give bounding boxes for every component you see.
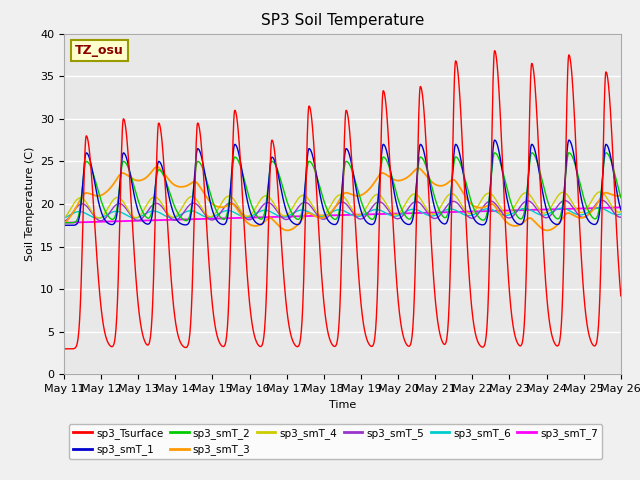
Text: TZ_osu: TZ_osu — [75, 44, 124, 57]
sp3_smT_2 — [308, 161, 316, 167]
sp3_smT_7 — [60, 220, 68, 226]
sp3_smT_6 — [297, 207, 305, 213]
sp3_Tsurface — [60, 312, 68, 318]
sp3_smT_2 — [296, 215, 304, 220]
sp3_smT_5 — [103, 213, 111, 219]
sp3_smT_3 — [297, 218, 305, 224]
sp3_smT_7 — [126, 218, 134, 224]
sp3_smT_1 — [565, 137, 573, 143]
sp3_smT_6 — [318, 214, 326, 219]
sp3_smT_4 — [596, 189, 604, 195]
sp3_smT_7 — [617, 204, 625, 210]
sp3_Tsurface — [491, 48, 499, 54]
sp3_smT_1 — [103, 220, 111, 226]
sp3_Tsurface — [126, 182, 134, 188]
sp3_smT_3 — [543, 228, 551, 233]
sp3_smT_6 — [378, 208, 385, 214]
sp3_smT_5 — [308, 204, 316, 210]
sp3_smT_4 — [297, 193, 305, 199]
Line: sp3_smT_5: sp3_smT_5 — [64, 200, 621, 221]
sp3_smT_6 — [617, 211, 625, 217]
sp3_smT_1 — [308, 150, 316, 156]
sp3_smT_4 — [60, 215, 68, 221]
sp3_smT_4 — [378, 193, 385, 199]
sp3_smT_2 — [617, 195, 625, 201]
sp3_smT_6 — [308, 211, 316, 217]
Line: sp3_smT_7: sp3_smT_7 — [64, 207, 621, 223]
sp3_smT_2 — [126, 169, 134, 175]
sp3_smT_3 — [617, 192, 625, 198]
sp3_smT_1 — [296, 220, 304, 226]
sp3_smT_7 — [318, 213, 326, 218]
sp3_smT_1 — [377, 160, 385, 166]
sp3_smT_3 — [154, 164, 161, 170]
Line: sp3_smT_1: sp3_smT_1 — [64, 140, 621, 225]
sp3_smT_2 — [103, 212, 111, 217]
Line: sp3_smT_2: sp3_smT_2 — [64, 153, 621, 223]
sp3_smT_3 — [318, 215, 326, 221]
sp3_Tsurface — [378, 131, 385, 136]
sp3_smT_7 — [377, 211, 385, 217]
sp3_smT_5 — [377, 199, 385, 205]
Title: SP3 Soil Temperature: SP3 Soil Temperature — [260, 13, 424, 28]
sp3_Tsurface — [308, 120, 316, 126]
sp3_smT_2 — [60, 220, 68, 226]
sp3_Tsurface — [61, 346, 68, 352]
Line: sp3_smT_6: sp3_smT_6 — [64, 208, 621, 218]
sp3_smT_7 — [103, 219, 111, 225]
sp3_smT_3 — [126, 174, 134, 180]
sp3_smT_5 — [598, 197, 605, 203]
Line: sp3_smT_3: sp3_smT_3 — [64, 167, 621, 230]
sp3_Tsurface — [318, 280, 326, 286]
sp3_smT_6 — [60, 215, 68, 221]
sp3_Tsurface — [104, 338, 111, 344]
sp3_smT_7 — [308, 213, 316, 219]
sp3_smT_4 — [104, 206, 111, 212]
sp3_smT_3 — [308, 212, 316, 217]
Legend: sp3_Tsurface, sp3_smT_1, sp3_smT_2, sp3_smT_3, sp3_smT_4, sp3_smT_5, sp3_smT_6, : sp3_Tsurface, sp3_smT_1, sp3_smT_2, sp3_… — [69, 424, 602, 459]
sp3_smT_2 — [602, 150, 610, 156]
Y-axis label: Soil Temperature (C): Soil Temperature (C) — [24, 147, 35, 261]
sp3_smT_6 — [104, 212, 111, 217]
sp3_smT_4 — [617, 208, 625, 214]
Line: sp3_Tsurface: sp3_Tsurface — [64, 51, 621, 349]
sp3_smT_5 — [318, 216, 326, 222]
sp3_smT_4 — [95, 215, 103, 221]
sp3_smT_1 — [60, 222, 68, 228]
sp3_smT_6 — [94, 216, 102, 221]
sp3_smT_3 — [378, 170, 385, 176]
sp3_smT_5 — [126, 211, 134, 216]
sp3_smT_7 — [296, 213, 304, 219]
sp3_smT_5 — [60, 218, 68, 224]
sp3_smT_4 — [126, 210, 134, 216]
sp3_smT_5 — [296, 202, 304, 208]
sp3_smT_3 — [103, 189, 111, 194]
sp3_smT_6 — [126, 214, 134, 220]
sp3_smT_1 — [617, 207, 625, 213]
sp3_smT_5 — [617, 214, 625, 220]
sp3_smT_1 — [126, 169, 134, 175]
sp3_smT_1 — [318, 200, 326, 206]
sp3_smT_2 — [377, 166, 385, 172]
sp3_smT_3 — [60, 221, 68, 227]
sp3_smT_6 — [595, 205, 603, 211]
Line: sp3_smT_4: sp3_smT_4 — [64, 192, 621, 218]
sp3_smT_4 — [308, 202, 316, 208]
sp3_Tsurface — [297, 335, 305, 341]
X-axis label: Time: Time — [329, 400, 356, 409]
sp3_Tsurface — [617, 293, 625, 299]
sp3_smT_2 — [318, 191, 326, 197]
sp3_smT_4 — [318, 213, 326, 218]
